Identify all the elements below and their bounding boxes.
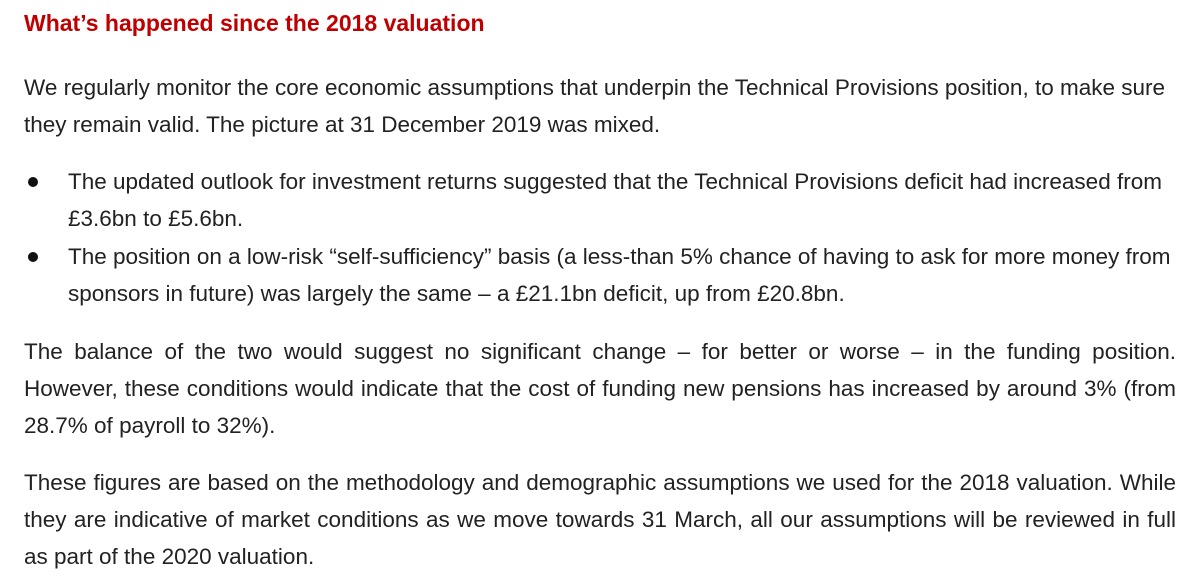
bullet-text: The updated outlook for investment retur… [68, 169, 1162, 231]
bullet-icon [28, 177, 38, 187]
bullet-icon [28, 252, 38, 262]
bullet-item: The position on a low-risk “self-suffici… [24, 238, 1176, 312]
bullet-item: The updated outlook for investment retur… [24, 163, 1176, 237]
bullet-list: The updated outlook for investment retur… [24, 163, 1176, 313]
section-heading: What’s happened since the 2018 valuation [24, 10, 485, 36]
balance-paragraph: The balance of the two would suggest no … [24, 339, 1176, 438]
intro-paragraph: We regularly monitor the core economic a… [24, 75, 1165, 137]
figures-paragraph: These figures are based on the methodolo… [24, 470, 1176, 569]
bullet-text: The position on a low-risk “self-suffici… [68, 244, 1171, 306]
